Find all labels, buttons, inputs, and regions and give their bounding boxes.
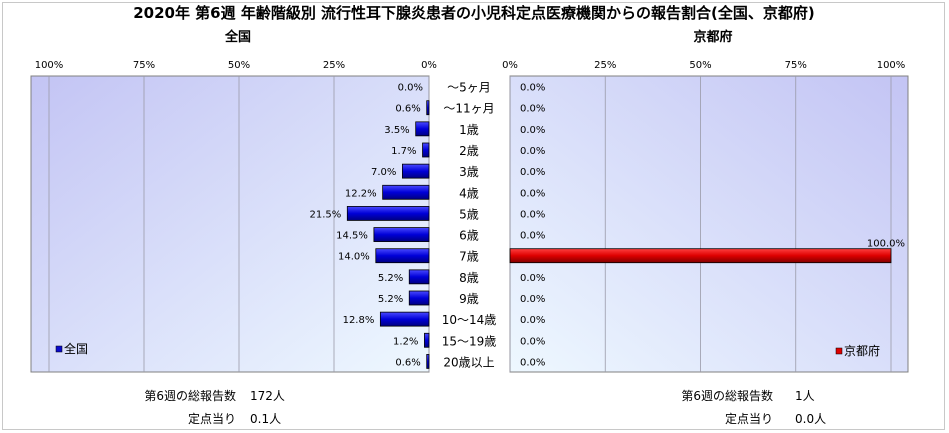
- plot-area-kyoto: [509, 75, 909, 373]
- data-label-kyoto: 0.0%: [520, 188, 545, 199]
- category-label: 1歳: [459, 123, 479, 137]
- footer-kyoto: 第6週の総報告数 1人 定点当り 0.0人: [681, 388, 826, 426]
- bar-kyoto: [509, 248, 892, 264]
- data-label-national: 14.5%: [336, 231, 368, 242]
- bar-national: [373, 227, 430, 242]
- data-label-national: 0.6%: [395, 357, 420, 368]
- data-label-national: 3.5%: [384, 125, 409, 136]
- category-label: 20歳以上: [443, 355, 494, 369]
- tick-label: 25%: [594, 60, 616, 71]
- data-label-national: 0.0%: [398, 83, 423, 94]
- panel-title-kyoto: 京都府: [693, 29, 732, 45]
- footer-national-total-value: 172人: [250, 389, 285, 403]
- data-label-kyoto: 0.0%: [520, 294, 545, 305]
- bar-national: [401, 163, 430, 179]
- category-label: 5歳: [459, 207, 479, 221]
- legend-label-national: 全国: [64, 341, 88, 356]
- category-label: ～11ヶ月: [443, 102, 494, 116]
- bar-national: [408, 290, 430, 306]
- data-label-national: 5.2%: [378, 273, 403, 284]
- bar-national: [375, 248, 430, 264]
- bar-national: [426, 354, 430, 369]
- footer-kyoto-total-label: 第6週の総報告数: [681, 388, 773, 403]
- category-label: 6歳: [459, 229, 479, 243]
- data-label-kyoto: 0.0%: [520, 273, 545, 284]
- category-label: ～5ヶ月: [447, 81, 491, 95]
- bar-national: [422, 142, 430, 158]
- data-label-national: 21.5%: [310, 209, 342, 220]
- tick-label: 50%: [689, 60, 711, 71]
- category-label: 4歳: [459, 186, 479, 200]
- footer-national: 第6週の総報告数 172人 定点当り 0.1人: [144, 388, 285, 426]
- data-label-national: 5.2%: [378, 294, 403, 305]
- footer-kyoto-per-label: 定点当り: [725, 411, 773, 426]
- footer-national-total-label: 第6週の総報告数: [144, 388, 236, 403]
- bar-national: [415, 121, 430, 137]
- panel-title-national: 全国: [224, 29, 251, 45]
- legend-kyoto: 京都府: [835, 343, 880, 358]
- plot-area-national: [30, 75, 430, 373]
- tick-label: 0%: [502, 60, 518, 71]
- legend-swatch-national: [55, 345, 63, 353]
- bar-national: [382, 184, 430, 200]
- tick-label: 75%: [133, 60, 155, 71]
- category-label: 15～19歳: [442, 334, 497, 348]
- legend-label-kyoto: 京都府: [844, 343, 880, 358]
- bar-national: [346, 206, 430, 221]
- footer-kyoto-total-value: 1人: [795, 389, 815, 403]
- tick-label: 0%: [421, 60, 437, 71]
- tick-label: 100%: [35, 60, 64, 71]
- data-label-kyoto: 0.0%: [520, 336, 545, 347]
- category-label: 10～14歳: [442, 313, 497, 327]
- data-label-kyoto: 0.0%: [520, 83, 545, 94]
- data-label-national: 1.7%: [391, 146, 416, 157]
- footer-kyoto-per-value: 0.0人: [795, 412, 826, 426]
- data-label-national: 7.0%: [371, 167, 396, 178]
- bars: [346, 100, 892, 369]
- footer-national-per-value: 0.1人: [250, 412, 281, 426]
- data-label-national: 0.6%: [395, 104, 420, 115]
- data-label-kyoto: 0.0%: [520, 104, 545, 115]
- footer-national-per-label: 定点当り: [188, 411, 236, 426]
- category-label: 9歳: [459, 292, 479, 306]
- bar-national: [408, 269, 430, 285]
- category-label: 3歳: [459, 165, 479, 179]
- category-labels: ～5ヶ月 ～11ヶ月 1歳 2歳 3歳 4歳 5歳 6歳 7歳 8歳 9歳 10～14歳 15～19歳 2…: [442, 81, 497, 370]
- data-label-national: 1.2%: [393, 336, 418, 347]
- data-label-national: 14.0%: [338, 252, 370, 263]
- data-labels: 0.0% 0.6% 3.5% 1.7% 7.0% 12.2%21.5% 14.5% 14.0%…: [310, 83, 905, 369]
- data-label-national: 12.2%: [345, 188, 377, 199]
- data-label-kyoto: 100.0%: [867, 239, 905, 250]
- data-label-kyoto: 0.0%: [520, 357, 545, 368]
- data-label-national: 12.8%: [343, 315, 375, 326]
- data-label-kyoto: 0.0%: [520, 231, 545, 242]
- category-label: 7歳: [459, 250, 479, 264]
- axis-ticks: 100% 75% 50% 25% 0% 0% 25% 50% 75% 100%: [35, 60, 906, 71]
- chart-title: 2020年 第6週 年齢階級別 流行性耳下腺炎患者の小児科定点医療機関からの報告…: [133, 4, 815, 22]
- tick-label: 100%: [877, 60, 906, 71]
- tick-label: 50%: [228, 60, 250, 71]
- data-label-kyoto: 0.0%: [520, 125, 545, 136]
- tick-label: 25%: [323, 60, 345, 71]
- bar-national: [379, 311, 430, 327]
- category-label: 2歳: [459, 144, 479, 158]
- data-label-kyoto: 0.0%: [520, 167, 545, 178]
- data-label-kyoto: 0.0%: [520, 209, 545, 220]
- data-label-kyoto: 0.0%: [520, 315, 545, 326]
- legend-swatch-kyoto: [835, 347, 843, 355]
- data-label-kyoto: 0.0%: [520, 146, 545, 157]
- tick-label: 75%: [785, 60, 807, 71]
- bar-national: [424, 332, 430, 348]
- legend-national: 全国: [55, 341, 88, 356]
- category-label: 8歳: [459, 271, 479, 285]
- bar-national: [426, 100, 430, 116]
